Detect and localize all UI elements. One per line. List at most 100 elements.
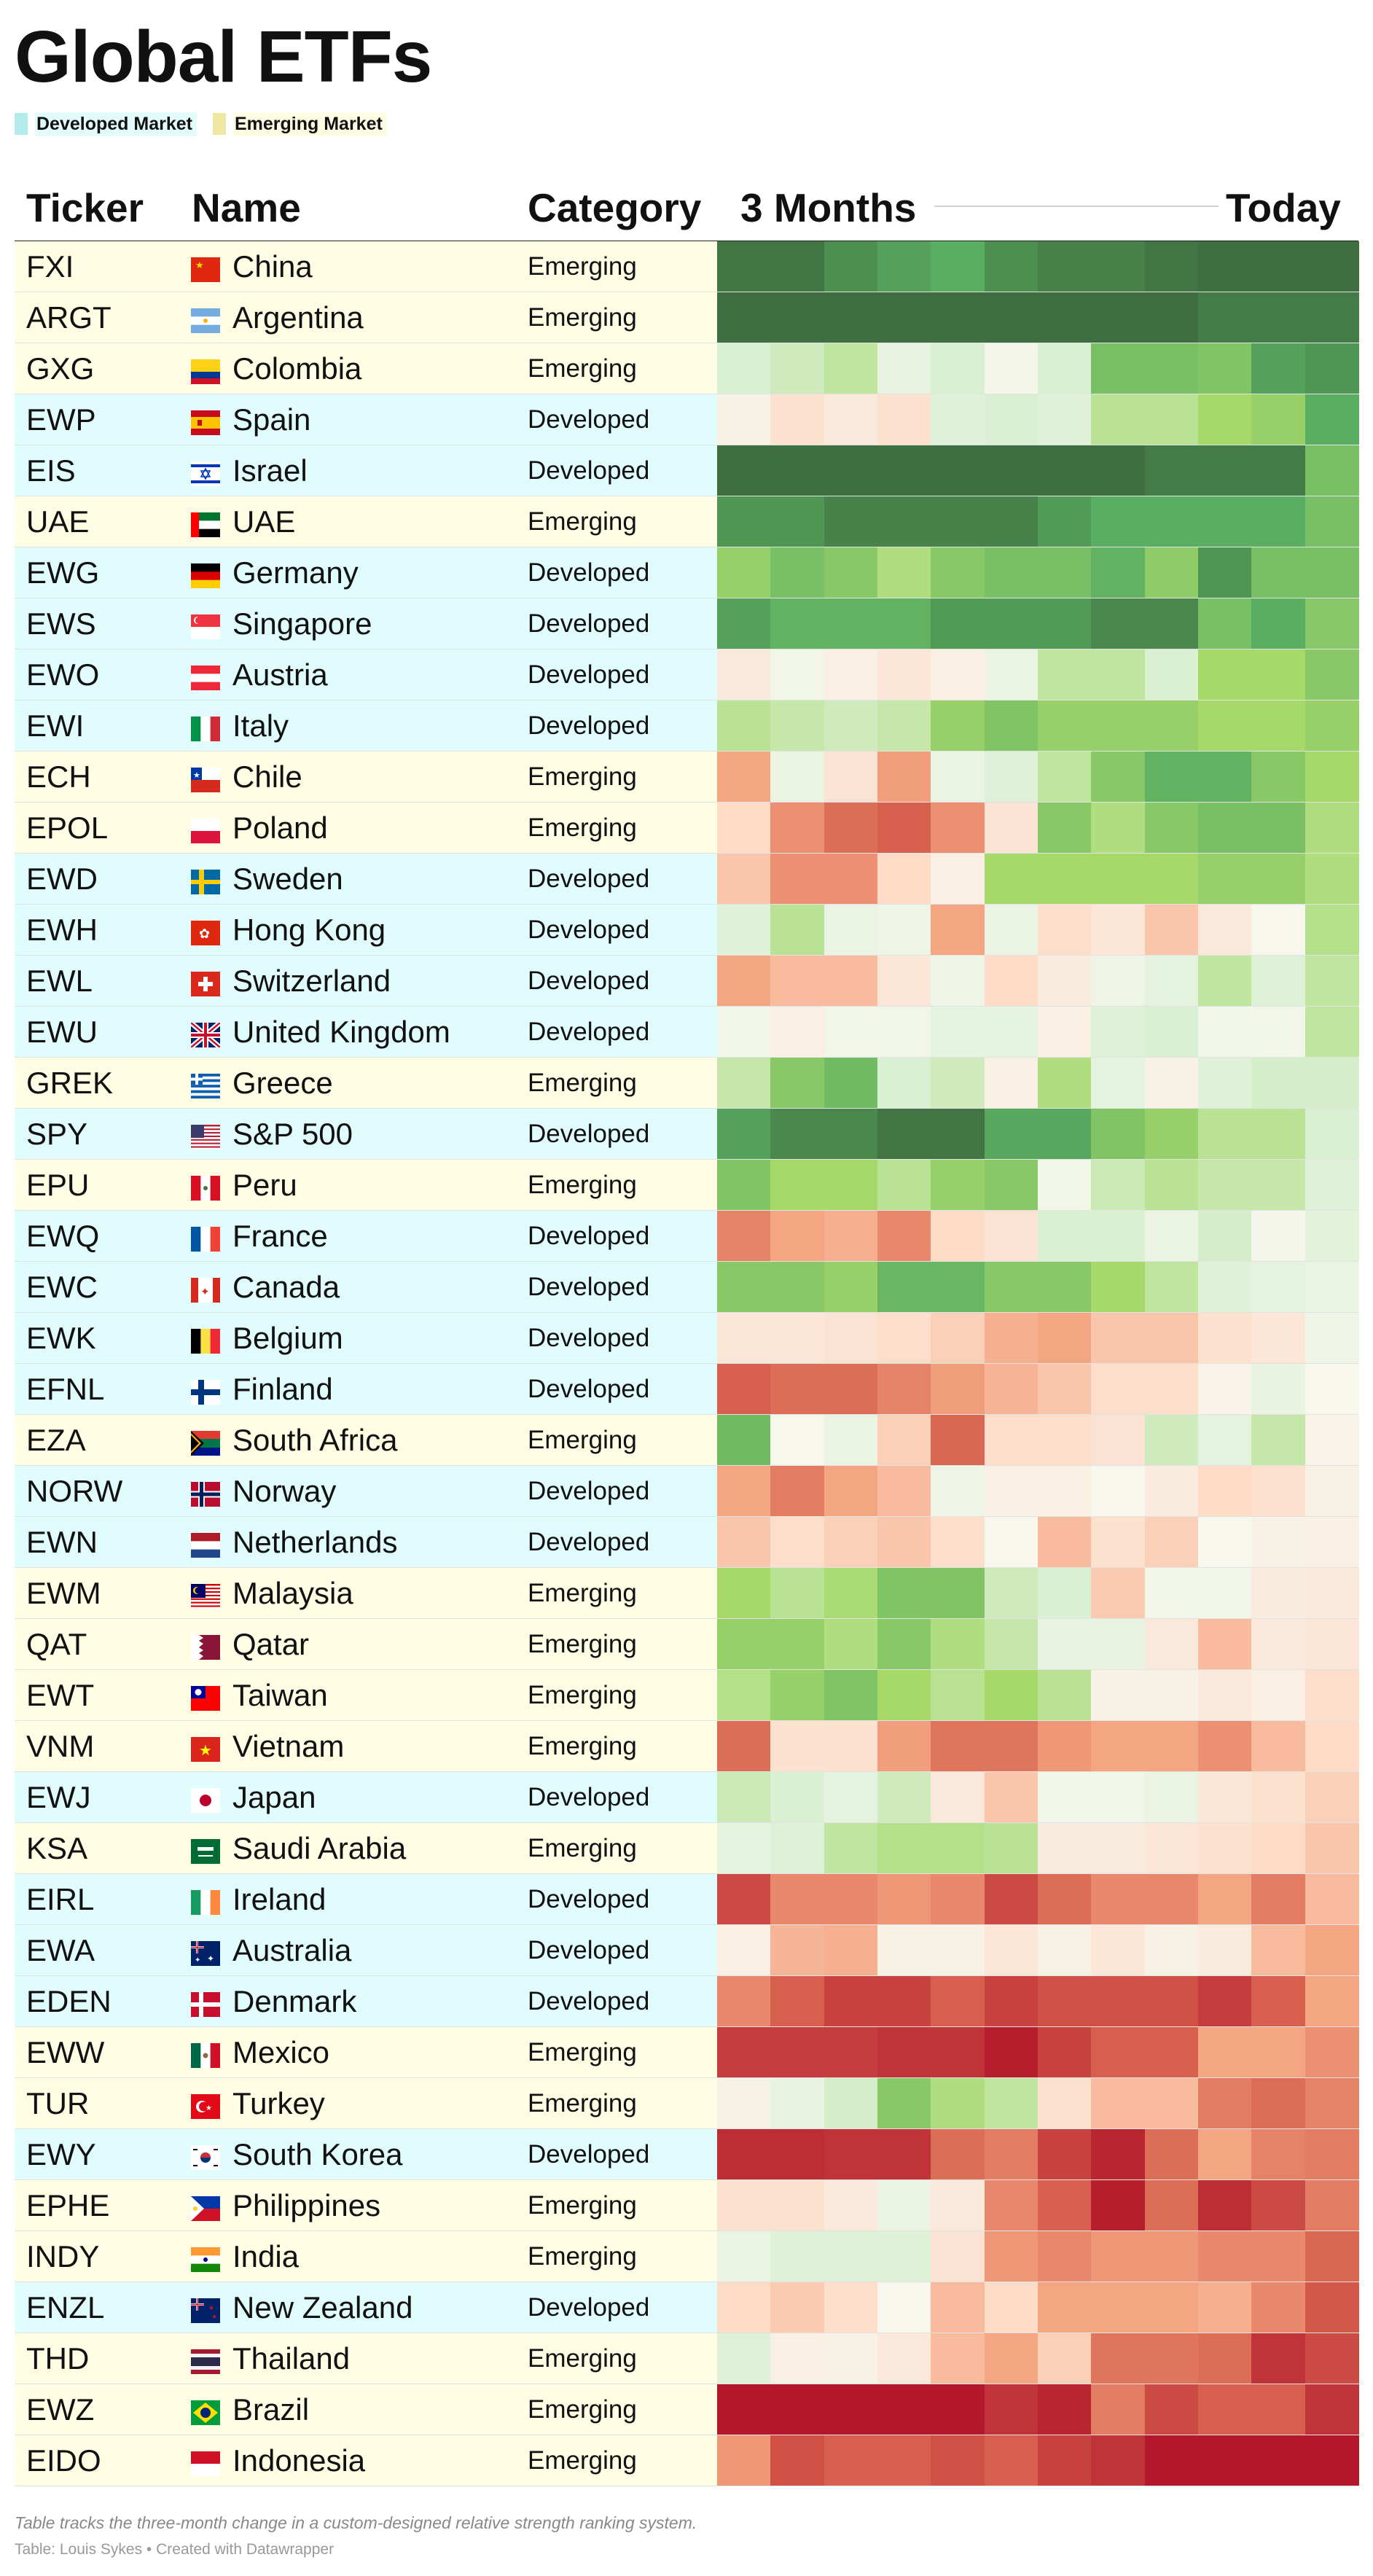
heatmap-cell [931, 2078, 985, 2128]
heatmap-cell [717, 1313, 771, 1363]
row-background [15, 803, 717, 853]
heatmap-cell [984, 2078, 1038, 2128]
heatmap-cell [931, 2231, 985, 2282]
flag-icon-tw [191, 1682, 220, 1711]
heatmap-cell [984, 1415, 1038, 1465]
name-cell: Canada [232, 1270, 340, 1304]
heatmap-cell [770, 1619, 825, 1669]
heatmap-cell [824, 1721, 878, 1771]
heatmap-cell [1038, 496, 1092, 547]
heatmap-cell [1038, 2384, 1092, 2435]
heatmap-cell [984, 2231, 1038, 2282]
ticker-cell: SPY [26, 1117, 88, 1151]
heatmap-cell [1251, 956, 1306, 1006]
heatmap-cell [717, 343, 771, 394]
heatmap-cell [1144, 2027, 1199, 2077]
heatmap-cell [1198, 2384, 1252, 2435]
flag-icon-es [191, 407, 220, 435]
heatmap-cell [717, 2078, 771, 2128]
heatmap-cell [824, 394, 878, 445]
heatmap-cell [931, 956, 985, 1006]
heatmap-cell [1198, 1874, 1252, 1924]
row-background [15, 2180, 717, 2230]
heatmap-cell [824, 1925, 878, 1975]
heatmap-cell [877, 2333, 931, 2384]
name-cell: France [232, 1219, 328, 1253]
heatmap-cell [984, 1772, 1038, 1822]
row-background [15, 1976, 717, 2026]
heatmap-cell [1038, 854, 1092, 904]
heatmap-cell [931, 2129, 985, 2179]
ticker-cell: ECH [26, 760, 91, 794]
svg-text:✦: ✦ [200, 1286, 210, 1298]
heatmap-strip [717, 649, 1359, 700]
heatmap-cell [770, 2078, 825, 2128]
row-background [15, 1823, 717, 1873]
ticker-cell: EWQ [26, 1219, 100, 1253]
ticker-cell: EWC [26, 1270, 98, 1304]
heatmap-cell [1198, 1925, 1252, 1975]
heatmap-cell [770, 2231, 825, 2282]
ticker-cell: EIDO [26, 2443, 101, 2478]
heatmap-cell [984, 2435, 1038, 2486]
flag-icon-ph [191, 2193, 220, 2221]
heatmap-cell [1038, 2435, 1092, 2486]
heatmap-cell [770, 1976, 825, 2026]
header-ticker[interactable]: Ticker [26, 185, 144, 230]
heatmap-cell [984, 1211, 1038, 1261]
heatmap-cell [770, 2282, 825, 2333]
header-name[interactable]: Name [192, 185, 301, 230]
heatmap-cell [824, 1109, 878, 1159]
heatmap-cell [931, 1364, 985, 1414]
heatmap-cell [1144, 496, 1199, 547]
heatmap-cell [770, 1007, 825, 1057]
heatmap-cell [984, 905, 1038, 955]
name-cell: Colombia [232, 351, 362, 386]
heatmap-cell [770, 752, 825, 802]
heatmap-cell [1251, 1415, 1306, 1465]
name-cell: United Kingdom [232, 1015, 450, 1049]
heatmap-cell [1091, 496, 1146, 547]
name-cell: Switzerland [232, 964, 391, 998]
name-cell: Thailand [232, 2341, 351, 2376]
heatmap-cell [1091, 1568, 1146, 1618]
flag-icon-id [191, 2448, 220, 2476]
heatmap-cell [1038, 241, 1092, 292]
header-category[interactable]: Category [528, 185, 702, 230]
name-cell: Hong Kong [232, 913, 386, 947]
flag-icon-ch [191, 968, 220, 996]
heatmap-cell [1144, 1517, 1199, 1567]
category-cell: Emerging [528, 354, 637, 383]
heatmap-cell [931, 547, 985, 598]
flag-icon-tr: ★ [191, 2091, 220, 2119]
heatmap-cell [717, 2435, 771, 2486]
heatmap-cell [1304, 1313, 1359, 1363]
heatmap-cell [1304, 2333, 1359, 2384]
heatmap-cell [770, 343, 825, 394]
heatmap-cell [1038, 2180, 1092, 2230]
table-row: SPY S&P 500 Developed [15, 1109, 1359, 1160]
table-row: KSA Saudi Arabia Emerging [15, 1823, 1359, 1874]
heatmap-cell [1038, 445, 1092, 496]
heatmap-cell [877, 1517, 931, 1567]
heatmap-cell [931, 752, 985, 802]
heatmap-cell [770, 1415, 825, 1465]
heatmap-cell [1038, 2333, 1092, 2384]
name-cell: Greece [232, 1066, 333, 1100]
heatmap-cell [1144, 854, 1199, 904]
svg-text:★: ★ [193, 771, 200, 780]
heatmap-cell [717, 1823, 771, 1873]
heatmap-strip [717, 2435, 1359, 2486]
name-cell: India [232, 2239, 300, 2273]
heatmap-cell [1091, 905, 1146, 955]
heatmap-cell [1304, 1058, 1359, 1108]
header-divider-line [934, 206, 1219, 207]
heatmap-cell [770, 649, 825, 700]
heatmap-cell [770, 1517, 825, 1567]
heatmap-cell [1304, 854, 1359, 904]
heatmap-cell [877, 1925, 931, 1975]
heatmap-cell [1144, 1313, 1199, 1363]
row-background [15, 1160, 717, 1210]
category-cell: Developed [528, 456, 650, 485]
heatmap-cell [984, 496, 1038, 547]
